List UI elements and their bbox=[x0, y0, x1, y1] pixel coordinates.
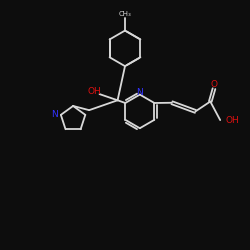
Text: CH₃: CH₃ bbox=[119, 12, 132, 18]
Text: OH: OH bbox=[87, 87, 101, 96]
Text: O: O bbox=[211, 80, 218, 89]
Text: N: N bbox=[136, 88, 143, 97]
Text: N: N bbox=[51, 110, 58, 119]
Text: OH: OH bbox=[226, 116, 239, 125]
